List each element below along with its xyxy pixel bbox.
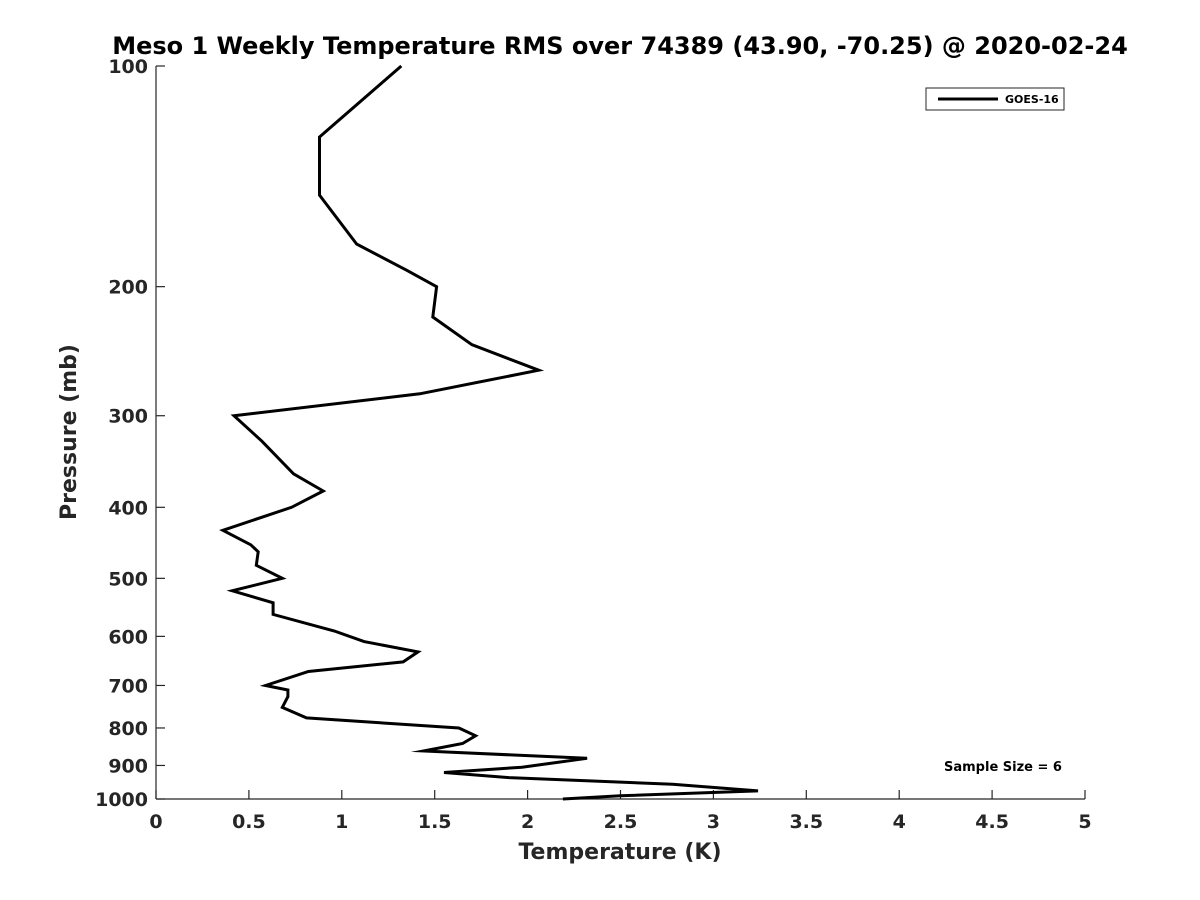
x-tick-label: 5: [1078, 811, 1091, 833]
chart-title: Meso 1 Weekly Temperature RMS over 74389…: [112, 32, 1128, 60]
y-tick-label: 400: [108, 497, 148, 519]
y-tick-label: 1000: [95, 789, 148, 811]
x-tick-label: 0: [149, 811, 162, 833]
y-axis-label: Pressure (mb): [57, 344, 82, 520]
x-tick-label: 1: [335, 811, 348, 833]
y-tick-label: 600: [108, 626, 148, 648]
series-line-goes-16: [219, 64, 759, 801]
x-tick-label: 2: [521, 811, 534, 833]
y-tick-label: 100: [108, 56, 148, 78]
x-tick-label: 1.5: [418, 811, 452, 833]
y-tick-label: 800: [108, 718, 148, 740]
y-tick-label: 200: [108, 277, 148, 299]
y-tick-label: 700: [108, 675, 148, 697]
series-layer: [219, 64, 759, 801]
legend: GOES-16: [925, 87, 1065, 111]
x-axis-label: Temperature (K): [518, 840, 721, 865]
x-tick-label: 0.5: [232, 811, 266, 833]
y-tick-label: 900: [108, 755, 148, 777]
y-tick-label: 300: [108, 406, 148, 428]
plot-axes: 0 0.5 1 1.5 2 2.5 3 3.5 4 4.5 5 100 200 300 400 500 600 7…: [95, 56, 1092, 833]
x-tick-label: 3.5: [789, 811, 823, 833]
x-tick-label: 4.5: [975, 811, 1009, 833]
x-tick-label: 3: [707, 811, 720, 833]
sample-size-annotation: Sample Size = 6: [944, 760, 1062, 775]
y-tick-label: 500: [108, 568, 148, 590]
x-tick-label: 2.5: [604, 811, 638, 833]
x-tick-label: 4: [893, 811, 906, 833]
legend-entry-goes-16: GOES-16: [1005, 93, 1059, 106]
